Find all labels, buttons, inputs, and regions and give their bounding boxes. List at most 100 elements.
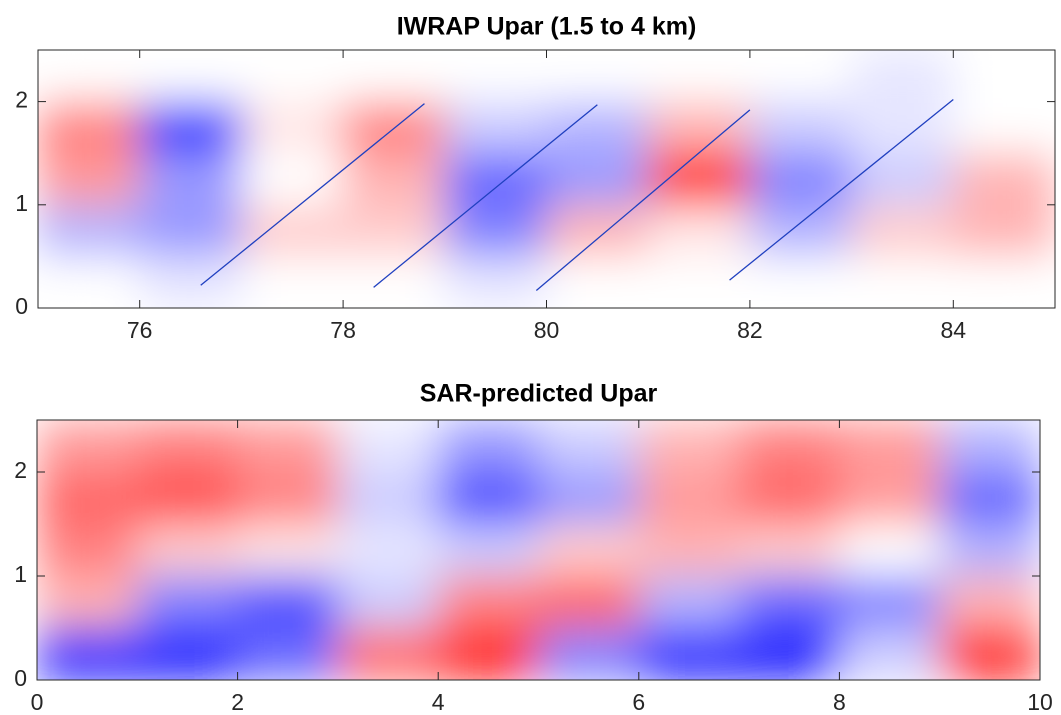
heat-cell (444, 204, 547, 257)
heat-cell (538, 472, 640, 525)
heat-cell (839, 524, 941, 577)
y-tick-label: 1 (14, 561, 27, 587)
heat-cell (638, 420, 740, 473)
heat-cell (343, 50, 446, 103)
heat-cell (839, 472, 941, 525)
heat-cell (38, 153, 141, 206)
annotation-line (373, 104, 598, 288)
heat-cell (438, 576, 539, 629)
heat-cell (939, 576, 1040, 629)
heat-cell (438, 524, 539, 577)
y-tick-label: 0 (15, 293, 28, 319)
heatmap (38, 50, 1055, 308)
heat-cell (739, 628, 840, 680)
heat-cell (444, 50, 547, 103)
heat-cell (237, 576, 339, 629)
x-tick-label: 4 (432, 689, 445, 715)
y-tick-label: 0 (14, 665, 27, 691)
heat-cell (638, 472, 740, 525)
heat-cell (241, 256, 344, 308)
chart-title: SAR-predicted Upar (420, 380, 658, 408)
x-tick-label: 6 (632, 689, 645, 715)
heat-cell (38, 256, 141, 308)
heat-cell (237, 524, 339, 577)
heat-cell (739, 472, 840, 525)
x-tick-label: 78 (330, 317, 356, 343)
heat-cell (343, 256, 446, 308)
y-tick-label: 2 (15, 87, 28, 113)
heat-cell (37, 420, 138, 473)
plot-area (38, 50, 1055, 308)
heat-cell (343, 204, 446, 257)
x-tick-label: 80 (534, 317, 560, 343)
heat-cell (546, 204, 649, 257)
heat-cell (648, 50, 751, 103)
heat-cell (444, 153, 547, 206)
heat-cell (839, 576, 941, 629)
heatmap (37, 420, 1040, 680)
x-tick-label: 84 (941, 317, 967, 343)
heat-cell (739, 524, 840, 577)
heat-cell (939, 420, 1040, 473)
heat-cell (137, 472, 239, 525)
heat-cell (237, 420, 339, 473)
y-tick-label: 1 (15, 190, 28, 216)
x-tick-label: 10 (1027, 689, 1053, 715)
x-tick-label: 2 (231, 689, 244, 715)
heat-cell (137, 628, 239, 680)
chart-title: IWRAP Upar (1.5 to 4 km) (397, 13, 697, 41)
heat-cell (953, 50, 1055, 103)
heat-cell (739, 576, 840, 629)
heat-cell (438, 420, 539, 473)
heat-cell (538, 524, 640, 577)
x-tick-label: 82 (737, 317, 763, 343)
annotation-line (535, 109, 751, 291)
heat-cell (638, 628, 740, 680)
heat-cell (241, 153, 344, 206)
heat-cell (241, 204, 344, 257)
heat-cell (953, 256, 1055, 308)
heat-cell (137, 420, 239, 473)
heat-cell (648, 101, 751, 154)
heat-cell (839, 420, 941, 473)
heat-cell (337, 524, 439, 577)
heat-cell (343, 153, 446, 206)
heat-cell (546, 153, 649, 206)
heat-cell (638, 576, 740, 629)
heat-cell (237, 472, 339, 525)
x-tick-label: 76 (127, 317, 153, 343)
heat-cell (851, 50, 954, 103)
heat-cell (953, 153, 1055, 206)
heat-cell (851, 256, 954, 308)
heat-cell (38, 50, 141, 103)
heat-cell (137, 524, 239, 577)
heat-cell (37, 472, 138, 525)
heat-cell (538, 576, 640, 629)
heat-cell (546, 50, 649, 103)
heat-cell (337, 576, 439, 629)
heat-cell (139, 153, 242, 206)
heat-cell (37, 524, 138, 577)
heat-cell (749, 204, 853, 257)
heat-cell (839, 628, 941, 680)
heat-cell (139, 204, 242, 257)
heat-cell (739, 420, 840, 473)
annotation-line (200, 103, 425, 286)
heat-cell (749, 101, 853, 154)
heat-cell (749, 256, 853, 308)
heat-cell (438, 472, 539, 525)
heat-cell (648, 204, 751, 257)
x-tick-label: 0 (31, 689, 44, 715)
heat-cell (444, 256, 547, 308)
x-tick-label: 8 (833, 689, 846, 715)
annotation-line (729, 99, 954, 281)
heat-cell (139, 101, 242, 154)
heat-cell (851, 101, 954, 154)
heat-cell (953, 204, 1055, 257)
heat-cell (37, 576, 138, 629)
heat-cell (538, 420, 640, 473)
heat-cell (241, 50, 344, 103)
heat-cell (337, 472, 439, 525)
heat-cell (648, 256, 751, 308)
